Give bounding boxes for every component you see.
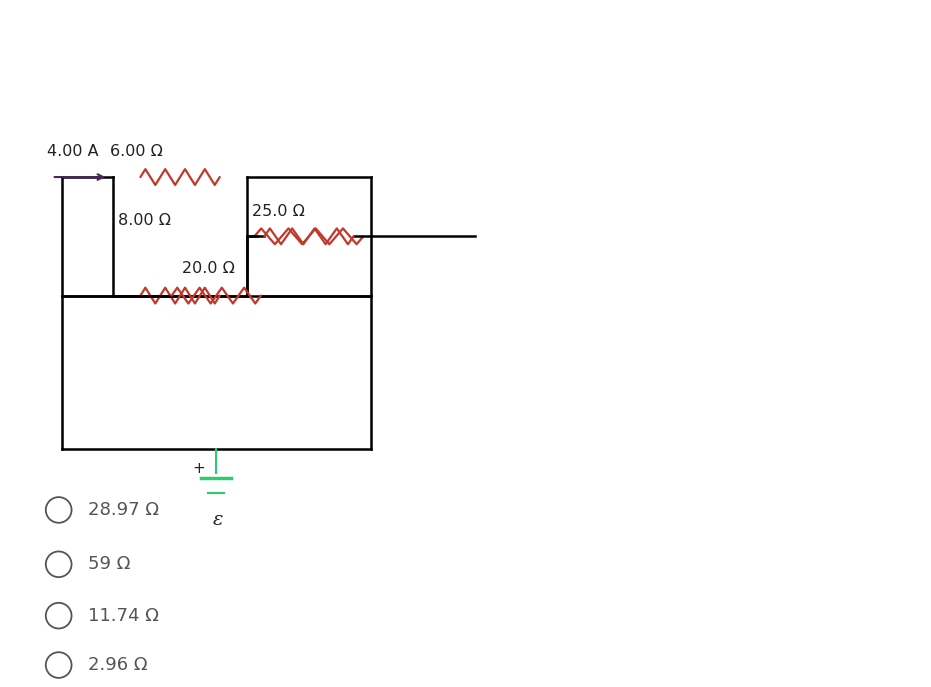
Text: 6.00 Ω: 6.00 Ω — [110, 144, 163, 159]
Text: 11.74 Ω: 11.74 Ω — [88, 607, 159, 624]
Text: 28.97 Ω: 28.97 Ω — [88, 501, 159, 519]
Text: 25.0 Ω: 25.0 Ω — [252, 203, 304, 218]
Text: 8.00 Ω: 8.00 Ω — [118, 214, 171, 228]
Text: 2.96 Ω: 2.96 Ω — [88, 656, 148, 674]
Text: +: + — [192, 461, 205, 476]
Text: ε: ε — [213, 511, 223, 529]
Text: 59 Ω: 59 Ω — [88, 555, 130, 573]
Text: 4.00 A: 4.00 A — [47, 144, 99, 159]
Text: 20.0 Ω: 20.0 Ω — [182, 261, 235, 276]
